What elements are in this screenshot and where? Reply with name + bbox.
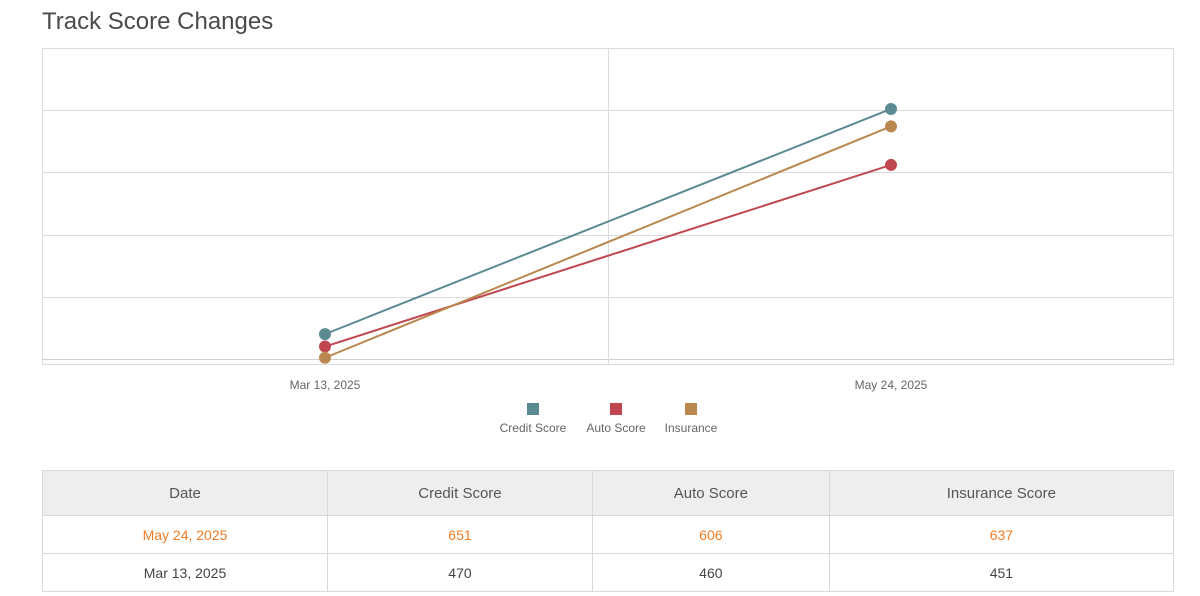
legend-swatch <box>610 403 622 415</box>
cell-auto-score: 460 <box>591 553 830 592</box>
data-point-auto-score <box>319 340 331 353</box>
cell-auto-score: 606 <box>591 515 830 554</box>
data-point-credit-score <box>885 102 897 115</box>
x-tick-label: May 24, 2025 <box>855 378 928 392</box>
legend-label: Auto Score <box>586 421 646 435</box>
legend-item[interactable]: Credit Score <box>488 400 578 435</box>
legend-label: Insurance <box>664 421 718 435</box>
data-point-auto-score <box>885 158 897 171</box>
cell-date: Mar 13, 2025 <box>42 553 328 592</box>
score-table: Date Credit Score Auto Score Insurance S… <box>42 470 1175 592</box>
legend-swatch <box>685 403 697 415</box>
legend-swatch <box>527 403 539 415</box>
legend-label: Credit Score <box>499 421 567 435</box>
table-row: Mar 13, 2025 470 460 451 <box>42 553 1175 592</box>
header-auto-score: Auto Score <box>591 470 830 516</box>
cell-credit-score: 651 <box>327 515 593 554</box>
data-point-insurance <box>319 351 331 364</box>
score-line-chart: Mar 13, 2025 May 24, 2025 <box>42 48 1174 392</box>
chart-legend: Credit Score Auto Score Insurance <box>0 400 1200 440</box>
cell-insurance-score: 637 <box>828 515 1175 554</box>
table-header-row: Date Credit Score Auto Score Insurance S… <box>42 470 1175 516</box>
page-title: Track Score Changes <box>42 8 274 35</box>
data-point-insurance <box>885 120 897 133</box>
series-line-insurance <box>324 125 892 359</box>
legend-item[interactable]: Insurance <box>646 400 736 435</box>
score-table-container: Date Credit Score Auto Score Insurance S… <box>42 470 1175 592</box>
table-row: May 24, 2025 651 606 637 <box>42 515 1175 554</box>
cell-insurance-score: 451 <box>828 553 1175 592</box>
data-point-credit-score <box>319 328 331 341</box>
x-tick-label: Mar 13, 2025 <box>290 378 361 392</box>
header-credit-score: Credit Score <box>327 470 593 516</box>
series-line-auto-score <box>324 163 892 348</box>
series-line-credit-score <box>324 108 892 336</box>
header-date: Date <box>42 470 328 516</box>
legend-item[interactable]: Auto Score <box>571 400 661 435</box>
cell-credit-score: 470 <box>327 553 593 592</box>
header-insurance-score: Insurance Score <box>828 470 1175 516</box>
cell-date: May 24, 2025 <box>42 515 328 554</box>
